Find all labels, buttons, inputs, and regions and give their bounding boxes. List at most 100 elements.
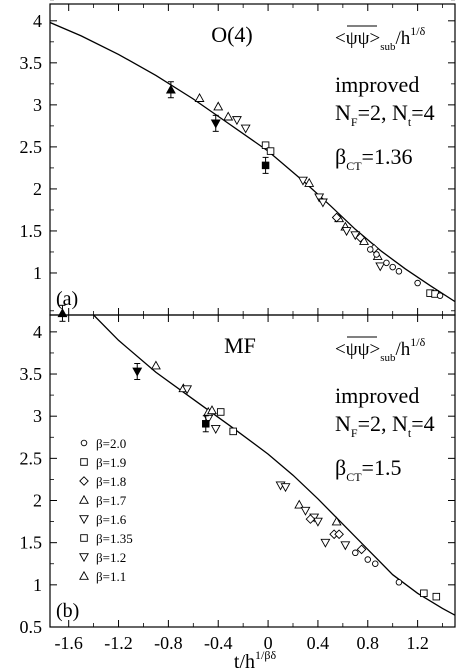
data-point-triangle-open [194, 93, 205, 102]
data-point-triangle-down-open [341, 227, 352, 237]
beta-sub: CT [346, 470, 362, 484]
legend-marker-triangle-open [79, 494, 89, 504]
data-point-triangle-down-open [298, 176, 308, 186]
legend-marker-triangle-down-open [79, 515, 89, 525]
data-point-circle-open [389, 263, 396, 271]
data-point-triangle-down-open [340, 541, 351, 551]
data-point-diamond-open [331, 212, 342, 223]
nf-nt-label: NF=2, Nt=4 [335, 411, 435, 440]
data-point-circle-open [436, 292, 444, 299]
model-label: MF [224, 333, 256, 358]
data-point-square-open [420, 589, 428, 598]
legend-label: β=1.6 [96, 512, 127, 527]
y-tick-label: 3.5 [20, 364, 43, 384]
data-point-square-open [216, 408, 225, 416]
legend-label: β=1.2 [96, 550, 126, 565]
data-point-triangle-filled [165, 84, 176, 94]
legend-label: β=2.0 [96, 436, 126, 451]
data-point-triangle-open [294, 499, 305, 509]
observable-label: <ψψ>sub/h1/δ [335, 24, 426, 53]
data-point-square-open [266, 147, 275, 155]
data-point-circle-open [367, 246, 374, 253]
data-point-circle-open [414, 279, 421, 287]
legend-marker-circle-open [80, 439, 88, 447]
scaling-curve [93, 315, 455, 616]
legend-marker-triangle-down-open [79, 553, 89, 563]
data-point-square-filled [202, 420, 210, 428]
legend-marker-diamond-open [79, 476, 89, 486]
scaling-curve [50, 21, 455, 303]
x-axis-label-main: t/h [234, 651, 255, 671]
nt-sub: t [408, 115, 412, 129]
observable-denominator: /h [396, 28, 411, 49]
observable-sub: sub [380, 41, 396, 53]
nt-value: =4 [411, 411, 434, 436]
data-point-circle-open [395, 579, 403, 586]
data-point-square-open [432, 592, 441, 601]
data-point-triangle-down-open [231, 116, 242, 126]
panel-top: 1 1.5 2 2.5 3 3.5 4 (a) O(4) <ψψ>sub/h1/δ improved… [20, 0, 456, 316]
data-point-circle-open [373, 251, 380, 258]
nf-sub: F [351, 426, 358, 440]
x-tick-label: 0.8 [357, 633, 380, 653]
data-point-triangle-down-filled [210, 119, 221, 129]
data-point-circle-open [383, 259, 390, 267]
data-point-triangle-open [207, 405, 217, 415]
x-tick-label: 0.4 [307, 633, 330, 653]
legend: β=2.0 β=1.9 β=1.8 β=1.7 β=1.6 β=1.35 β=1.2 β=1.… [79, 436, 133, 584]
x-tick-label: 1.2 [406, 633, 429, 653]
y-tick-label: 4 [33, 11, 42, 31]
data-point-triangle-open [213, 101, 224, 111]
observable-sub: sub [380, 352, 396, 364]
data-point-circle-open [352, 549, 359, 557]
data-point-triangle-down-open [317, 198, 328, 208]
legend-label: β=1.1 [96, 569, 126, 584]
data-point-square-open [261, 141, 270, 149]
data-point-triangle-down-open [350, 231, 361, 241]
data-point-circle-open [371, 560, 379, 568]
y-tick-label: 2 [33, 179, 42, 199]
y-tick-label: 3 [33, 406, 42, 426]
observable-main: <ψψ> [335, 339, 380, 360]
y-tick-label: 3 [33, 95, 42, 115]
data-point-triangle-down-filled [132, 367, 143, 377]
beta-sub: CT [346, 159, 362, 173]
nf-sub: F [351, 115, 358, 129]
legend-label: β=1.35 [96, 531, 133, 546]
nf-symbol: N [335, 100, 351, 125]
data-point-triangle-down-open [300, 506, 311, 516]
y-tick-label: 4 [33, 322, 42, 342]
x-axis-label: t/h1/βδ [234, 648, 277, 671]
improved-label: improved [335, 383, 419, 408]
panel-label: (a) [56, 288, 78, 310]
x-tick-label: -0.8 [154, 633, 183, 653]
nt-symbol: N [392, 411, 408, 436]
beta-symbol: β [335, 455, 346, 480]
data-point-diamond-open [356, 544, 367, 555]
y-tick-label: 1 [33, 575, 42, 595]
data-point-triangle-down-open [320, 538, 331, 548]
x-tick-label: 0 [264, 633, 273, 653]
legend-label: β=1.8 [96, 474, 126, 489]
beta-value: =1.5 [362, 455, 402, 480]
panel-label: (b) [56, 600, 79, 622]
legend-label: β=1.9 [96, 455, 126, 470]
data-point-triangle-down-open [312, 517, 323, 527]
data-point-triangle-down-open [240, 124, 251, 134]
observable-exponent: 1/δ [410, 24, 425, 38]
improved-label: improved [335, 72, 419, 97]
x-tick-label: -1.6 [54, 633, 83, 653]
data-point-diamond-open [334, 529, 344, 540]
y-tick-label: 2 [33, 491, 42, 511]
observable-label: <ψψ>sub/h1/δ [335, 335, 426, 364]
nf-symbol: N [335, 411, 351, 436]
panel-bottom: 0.5 1 1.5 2 2.5 3 3.5 4 -1.6 -1.2 -0.8 -0.4 0 0.4 0.8 1… [20, 304, 456, 671]
data-point-triangle-open [331, 516, 342, 526]
data-point-triangle-open [150, 360, 161, 370]
x-tick-label: -1.2 [104, 633, 133, 653]
data-point-square-open [229, 427, 237, 436]
observable-exponent: 1/δ [410, 335, 425, 349]
legend-marker-square-open [80, 534, 88, 542]
model-label: O(4) [211, 22, 253, 47]
